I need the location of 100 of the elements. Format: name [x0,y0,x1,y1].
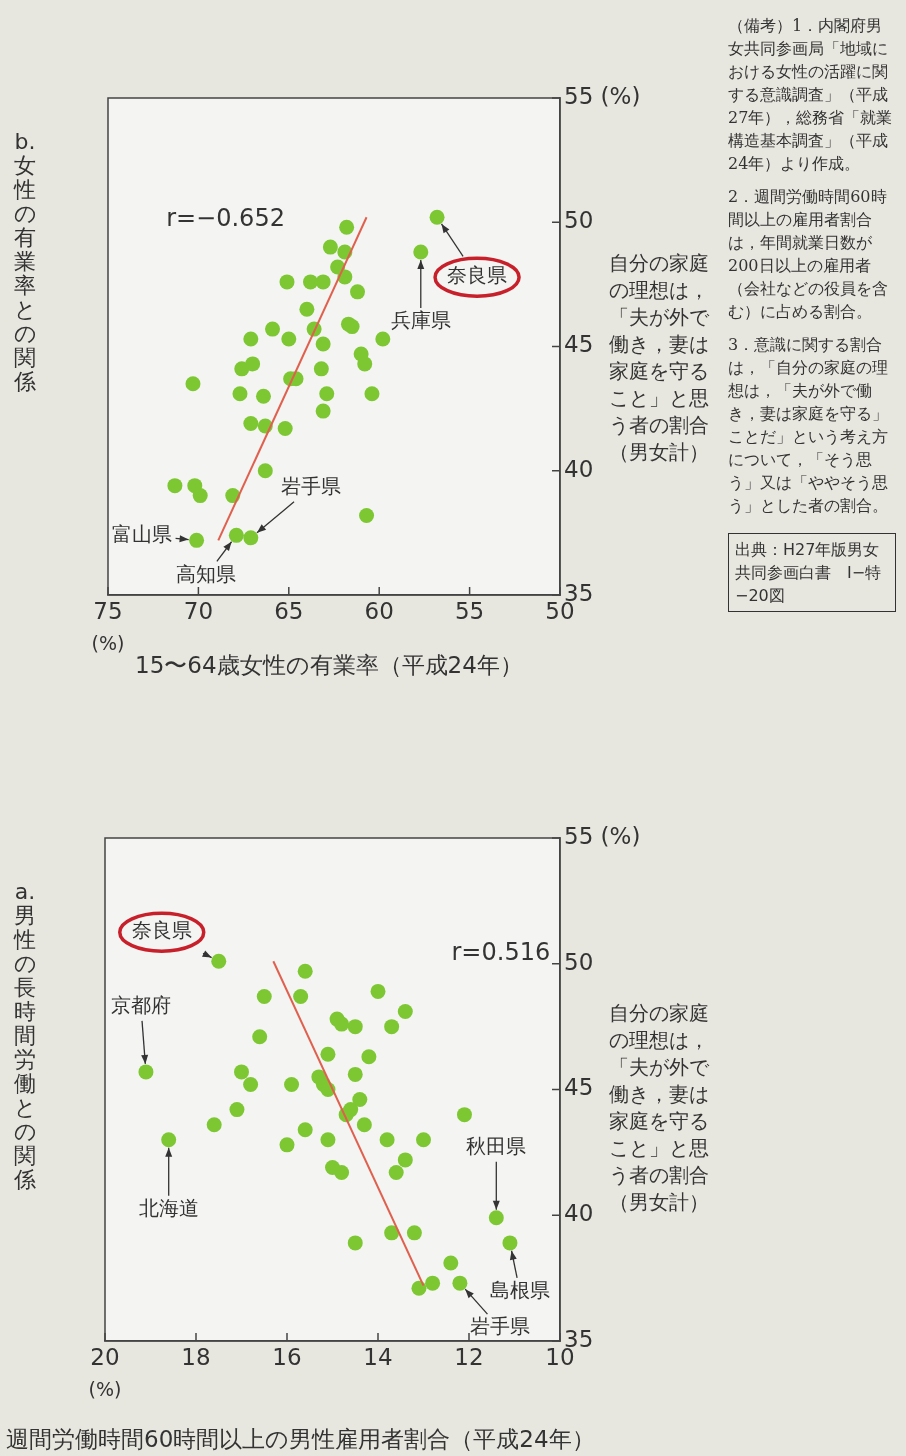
x-tick-label: 20 [90,1343,120,1370]
point [411,1280,427,1296]
point [488,1210,504,1226]
x-tick-label: 16 [272,1343,302,1370]
point [279,1137,295,1153]
annotation: 北海道 [138,1196,199,1220]
annotation: 高知県 [176,561,237,586]
point [413,244,429,260]
point [138,1064,154,1080]
point [229,1102,245,1118]
point [361,1049,377,1065]
annotation: 京都府 [110,993,171,1018]
point [281,331,297,347]
point [456,1107,472,1123]
point [315,403,331,419]
y-tick-label: 50 [564,207,594,234]
point [416,1132,431,1148]
chart-title: b. 女性の有業率との関係 [13,129,37,394]
y-tick-label: 55 (%) [564,82,641,109]
y-tick-label: 45 [564,1074,594,1101]
point [297,963,313,979]
annotation: 奈良県 [447,263,508,288]
point [359,507,375,523]
annotation: 兵庫県 [390,308,451,333]
point [243,1076,259,1092]
point [277,421,293,437]
point [384,1019,400,1035]
point [315,336,331,352]
point [284,1076,300,1092]
point [303,274,318,290]
x-tick-label: 60 [364,597,394,624]
x-tick-label: 18 [181,1343,211,1370]
point [350,284,365,300]
point [356,1117,372,1133]
annotation: r=0.516 [451,937,551,966]
point [234,1064,249,1080]
point [344,319,360,335]
annotation: 奈良県 [131,918,192,943]
point [425,1275,441,1291]
point [320,1046,336,1062]
point [243,331,259,347]
point [397,1004,413,1020]
annotation: 富山県 [111,521,172,546]
point [347,1066,363,1082]
point [299,301,315,317]
y-tick-label: 40 [564,455,594,482]
point [293,988,309,1004]
x-tick-label: 75 [93,597,123,624]
point [347,1235,363,1251]
point [189,532,205,548]
annotation: 岩手県 [469,1314,530,1339]
y-tick-label: 55 (%) [564,822,641,849]
point [265,321,281,337]
text: （備考）1．内閣府男女共同参画局「地域における女性の活躍に関する意識調査」（平成27年），総務省「就業構造基本調査」（平成24年）より作成。 [728,15,894,175]
point [256,988,272,1004]
point [334,1016,350,1032]
annotation: 島根県 [489,1278,550,1303]
point [370,983,386,999]
x-tick-label: 12 [454,1343,484,1370]
point [384,1225,400,1241]
point [315,274,331,290]
point [443,1255,459,1271]
x-tick-label: 55 [454,597,485,624]
text: (%) [88,1377,122,1400]
x-tick-label: 70 [183,597,214,624]
x-tick-label: 65 [274,597,304,624]
y-axis-title: 自分の家庭の理想は，「夫が外で働き，妻は家庭を守ること」と思う者の割合（男女計） [608,1000,710,1216]
y-tick-label: 50 [564,948,594,975]
point [279,274,295,290]
point [429,209,445,225]
point [452,1275,468,1291]
annotation: r=−0.652 [166,204,285,232]
point [347,1019,363,1035]
point [255,388,271,404]
point [375,331,391,347]
point [352,1092,368,1108]
point [357,356,373,372]
point [161,1132,177,1148]
point [334,1164,350,1180]
point [206,1117,222,1133]
point [339,219,355,235]
point [167,478,183,494]
annotation: 岩手県 [280,474,341,499]
point [319,386,335,402]
point [379,1132,395,1148]
point [232,386,248,402]
point [320,1132,336,1148]
point [245,356,261,372]
point [388,1164,404,1180]
point [243,530,259,546]
y-tick-label: 40 [564,1200,594,1227]
point [243,416,259,432]
point [502,1235,518,1251]
annotation: 秋田県 [466,1133,527,1158]
point [185,376,201,392]
point [257,463,273,479]
point [192,488,208,504]
x-axis-title: 15〜64歳女性の有業率（平成24年） [135,651,523,680]
point [322,239,338,255]
point [313,361,329,377]
